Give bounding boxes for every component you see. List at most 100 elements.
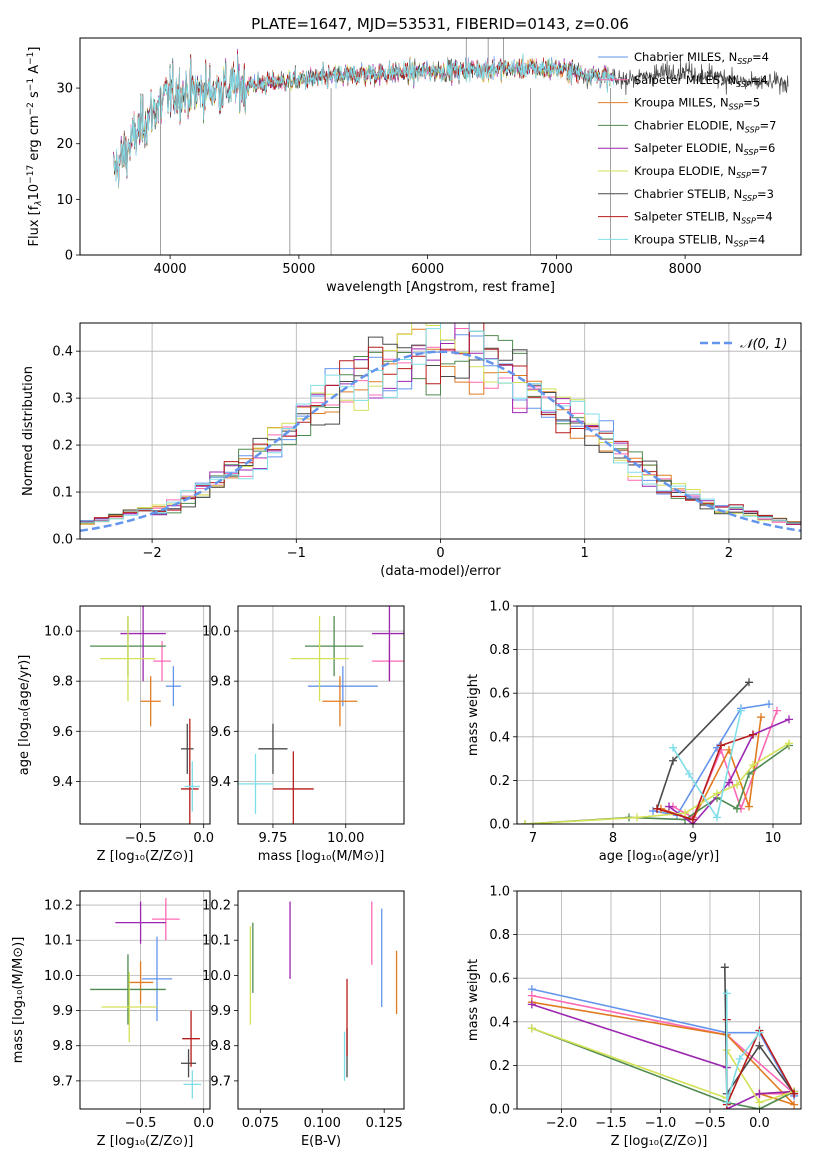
y-axis-label-part: Flux [f xyxy=(27,205,42,246)
legend-label-count: =3 xyxy=(757,187,774,201)
weight-point xyxy=(713,813,721,822)
y-tick-label: 0.2 xyxy=(489,774,510,789)
y-tick-label: 9.8 xyxy=(52,1039,73,1054)
weight-point xyxy=(689,815,697,824)
weight-point xyxy=(757,713,765,722)
weight-point xyxy=(785,739,793,748)
weight-point xyxy=(681,809,689,818)
x-tick-label: 0.0 xyxy=(749,1116,770,1131)
y-tick-label: 0.8 xyxy=(489,928,510,943)
weight-series xyxy=(531,1003,795,1109)
y-axis-label-part: −17 xyxy=(26,165,36,184)
y-axis-label: Normed distribution xyxy=(21,366,36,496)
weight-series xyxy=(656,733,754,821)
histogram-series xyxy=(80,323,801,524)
x-tick-label: 7000 xyxy=(540,262,573,277)
weight-point xyxy=(749,761,757,770)
y-tick-label: 9.4 xyxy=(210,775,231,790)
y-tick-label: 0 xyxy=(65,249,73,264)
legend-label-name: Salpeter STELIB, N xyxy=(634,210,741,224)
x-tick-label: −2 xyxy=(143,546,162,561)
weight-point xyxy=(653,804,661,813)
mass-weight-vs-age-panel: 7 8 9 10 0.0 0.2 0.4 0.6 0.8 1.0 age [log₁₀(age/yr… xyxy=(466,600,802,864)
weight-point xyxy=(755,1028,764,1037)
y-tick-label: 0.4 xyxy=(489,730,510,745)
y-tick-label: 9.8 xyxy=(210,1039,231,1054)
legend-label-sub: SSP xyxy=(741,217,756,226)
weight-point xyxy=(722,989,731,998)
y-tick-label: 20 xyxy=(56,137,73,152)
weight-point xyxy=(717,741,725,750)
weight-point xyxy=(785,715,793,724)
y-tick-label: 10.0 xyxy=(202,625,231,640)
legend-label-name: Kroupa STELIB, N xyxy=(634,232,734,246)
y-tick-label: 0.4 xyxy=(489,1015,510,1030)
weight-point xyxy=(733,780,741,789)
legend-label: Salpeter STELIB, NSSP=4 xyxy=(634,210,773,226)
weight-series xyxy=(724,967,795,1097)
y-tick-label: 1.0 xyxy=(489,600,510,615)
y-tick-label: 0.2 xyxy=(52,439,73,454)
weight-point xyxy=(749,730,757,739)
legend-label: 𝒩(0, 1) xyxy=(740,337,787,352)
y-tick-label: 0.0 xyxy=(489,1103,510,1118)
y-tick-label: 9.9 xyxy=(210,1004,231,1019)
y-axis-label-part: A xyxy=(27,65,42,78)
x-axis-label: wavelength [Angstrom, rest frame] xyxy=(326,280,555,295)
weight-point xyxy=(765,700,773,709)
x-axis-label: (data-model)/error xyxy=(380,564,501,579)
y-axis-label-part: erg cm xyxy=(27,115,42,164)
y-axis-label: mass weight xyxy=(466,959,481,1041)
y-axis-label: mass [log₁₀(M/M⊙)] xyxy=(11,937,26,1064)
y-tick-label: 0.8 xyxy=(489,643,510,658)
y-axis-label-part: −1 xyxy=(26,52,36,65)
spectrum-panel: 4000 5000 6000 7000 8000 0 10 20 30 wavelength [A… xyxy=(26,37,802,295)
legend-label-name: Salpeter MILES, N xyxy=(634,73,736,87)
y-axis-label: age [log₁₀(age/yr)] xyxy=(17,655,32,776)
legend-label-name: Kroupa ELODIE, N xyxy=(634,164,736,178)
legend-label-count: =4 xyxy=(751,73,768,87)
y-tick-label: 9.8 xyxy=(210,675,231,690)
y-tick-label: 9.9 xyxy=(52,1004,73,1019)
x-tick-label: −0.5 xyxy=(694,1116,726,1131)
y-axis-label-part: −1 xyxy=(26,78,36,91)
y-tick-label: 10 xyxy=(56,193,73,208)
mass-vs-metallicity-panel: −0.5 0.0 9.7 9.8 9.9 10.0 10.1 10.2 Z [log₁₀(Z/Z… xyxy=(11,890,214,1149)
legend-label-sub: SSP xyxy=(737,57,752,66)
age-vs-metallicity-panel: −0.5 0.0 9.4 9.6 9.8 10.0 Z [log₁₀(Z/Z⊙)] age [… xyxy=(17,605,214,864)
x-tick-label: 5000 xyxy=(282,262,315,277)
residuals-panel: −2 −1 0 1 2 0.0 0.1 0.2 0.3 0.4 (data-model)/error… xyxy=(21,322,802,579)
axes-frame xyxy=(237,890,405,1110)
x-tick-label: 1 xyxy=(581,546,589,561)
x-tick-label: −0.5 xyxy=(125,1116,157,1131)
weight-point xyxy=(669,743,677,752)
y-tick-label: 10.2 xyxy=(202,899,231,914)
y-tick-label: 0.0 xyxy=(52,533,73,548)
legend-label: Salpeter MILES, NSSP=4 xyxy=(634,73,768,89)
legend-label: Chabrier ELODIE, NSSP=7 xyxy=(634,118,776,134)
weight-series xyxy=(531,1027,795,1109)
histogram-series xyxy=(80,323,801,525)
axes-frame xyxy=(79,322,802,540)
weight-point xyxy=(665,802,673,811)
weight-point xyxy=(527,1024,536,1033)
x-tick-label: −0.5 xyxy=(125,831,157,846)
weight-point xyxy=(521,820,529,824)
spectrum-series xyxy=(113,51,615,188)
weight-point xyxy=(633,813,641,822)
y-tick-label: 0.3 xyxy=(52,392,73,407)
y-tick-label: 0.2 xyxy=(489,1059,510,1074)
x-axis-label: Z [log₁₀(Z/Z⊙)] xyxy=(97,1134,194,1149)
x-tick-label: 8000 xyxy=(669,262,702,277)
legend-label: Kroupa MILES, NSSP=5 xyxy=(634,96,760,112)
legend-label-sub: SSP xyxy=(742,194,757,203)
weight-point xyxy=(773,706,781,715)
x-tick-label: 0.100 xyxy=(304,1116,341,1131)
legend-label-sub: SSP xyxy=(734,239,749,248)
x-axis-label: mass [log₁₀(M/M⊙)] xyxy=(258,849,385,864)
y-tick-label: 1.0 xyxy=(489,885,510,900)
x-tick-label: 9.75 xyxy=(258,831,287,846)
histogram-series xyxy=(80,323,801,525)
y-tick-label: 10.2 xyxy=(44,899,73,914)
